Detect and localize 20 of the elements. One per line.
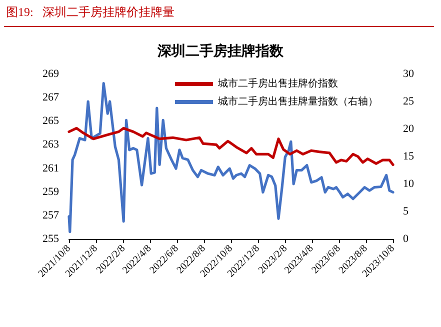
line-series — [68, 126, 394, 166]
y-tick-label: 269 — [42, 68, 60, 80]
y2-tick-label: 15 — [403, 150, 414, 162]
y2-tick-label: 5 — [403, 206, 409, 218]
y2-tick-label: 20 — [403, 123, 414, 135]
y-tick-label: 261 — [42, 162, 59, 174]
y-tick-label: 259 — [42, 186, 60, 198]
chart-subtitle: 深圳二手房挂牌指数 — [156, 42, 284, 60]
y-tick-label: 267 — [42, 92, 60, 104]
y-tick-label: 255 — [42, 233, 60, 245]
y2-tick-label: 30 — [403, 68, 414, 80]
y2-tick-label: 10 — [403, 178, 414, 190]
y-tick-label: 257 — [42, 209, 60, 222]
y2-tick-label: 25 — [403, 96, 414, 108]
y-tick-label: 263 — [42, 138, 60, 151]
y2-tick-label: 0 — [403, 233, 409, 245]
chart-title: 图19: 深圳二手房挂牌价挂牌量 — [6, 4, 174, 21]
legend-label: 城市二手房出售挂牌价指数 — [217, 78, 338, 90]
y-tick-label: 265 — [42, 115, 60, 128]
legend-label: 城市二手房出售挂牌量指数（右轴） — [217, 96, 378, 108]
